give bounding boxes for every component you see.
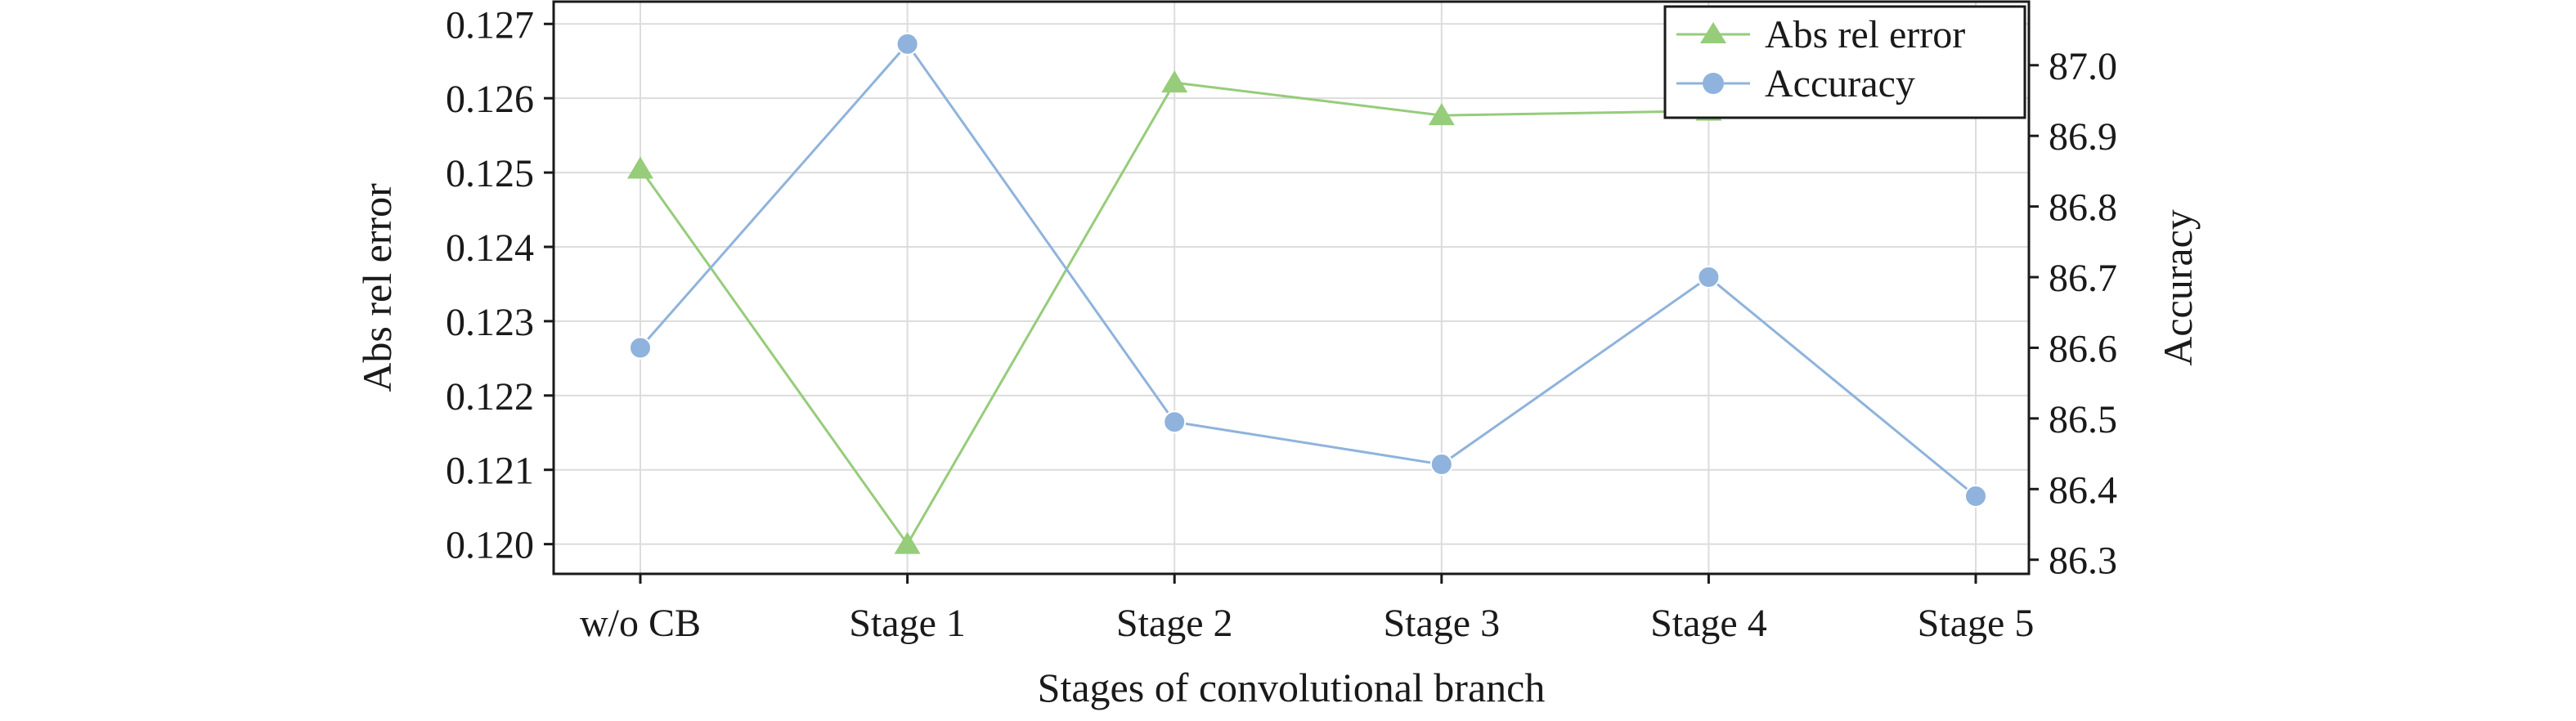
y-left-tick-label: 0.121: [446, 450, 534, 493]
data-point-accuracy: [895, 32, 919, 56]
x-tick-label: Stage 5: [1918, 602, 2035, 645]
y-left-tick-label: 0.123: [446, 301, 534, 344]
legend-box: [1663, 5, 2026, 119]
data-point-abs-rel-error: [627, 156, 653, 179]
data-point-abs-rel-error: [1428, 103, 1455, 126]
plot-frame: [552, 0, 2031, 575]
y-left-tick-label: 0.122: [446, 375, 534, 419]
x-tick-label: Stage 1: [849, 602, 966, 645]
y-right-tick-label: 87.0: [2049, 45, 2117, 88]
x-tick-label: w/o CB: [580, 602, 701, 645]
y-left-tick-label: 0.126: [446, 78, 534, 121]
y-right-tick-label: 86.8: [2049, 186, 2117, 230]
legend: Abs rel error Accuracy: [1663, 5, 2026, 119]
data-point-abs-rel-error: [894, 531, 921, 554]
y-right-tick-label: 86.3: [2049, 540, 2117, 583]
y-right-tick-label: 86.7: [2049, 257, 2117, 300]
x-axis-label: Stages of convolutional branch: [1038, 665, 1546, 710]
x-tick-label: Stage 3: [1383, 602, 1500, 645]
legend-marker-triangle: [1700, 22, 1726, 43]
data-point-accuracy: [629, 336, 652, 360]
data-point-accuracy: [1964, 484, 1987, 508]
y-right-tick-label: 86.4: [2049, 468, 2117, 512]
y-right-tick-label: 86.6: [2049, 327, 2117, 370]
data-point-accuracy: [1163, 410, 1187, 434]
x-tick-label: Stage 2: [1116, 602, 1233, 645]
axis-ticks: w/o CB Stage 1 Stage 2 Stage 3 Stage 4 Stage …: [446, 3, 2117, 645]
data-point-accuracy: [1697, 266, 1721, 289]
series-line-accuracy: [639, 42, 1977, 498]
data-point-accuracy: [1429, 453, 1453, 477]
y-left-tick-label: 0.127: [446, 3, 534, 47]
y-axis-right-label: Accuracy: [2155, 209, 2201, 366]
x-tick-label: Stage 4: [1650, 602, 1767, 645]
legend-marker-circle: [1703, 73, 1724, 94]
y-right-tick-label: 86.5: [2049, 398, 2117, 441]
series-line-abs-rel-error: [639, 81, 1977, 547]
y-left-tick-label: 0.120: [446, 524, 534, 567]
y-axis-left-label: Abs rel error: [354, 183, 400, 392]
y-right-tick-label: 86.9: [2049, 115, 2117, 159]
y-left-tick-label: 0.124: [446, 226, 534, 270]
legend-label-abs-rel-error: Abs rel error: [1765, 13, 1965, 56]
y-left-tick-label: 0.125: [446, 152, 534, 195]
data-point-abs-rel-error: [1161, 70, 1188, 93]
legend-label-accuracy: Accuracy: [1765, 62, 1915, 105]
